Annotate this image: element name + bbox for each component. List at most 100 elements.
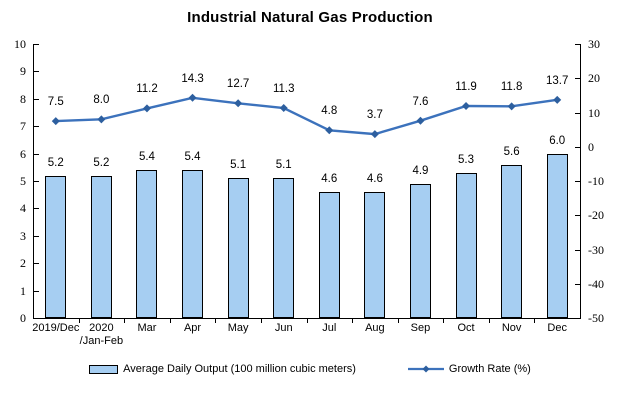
- bar: [136, 170, 158, 318]
- left-axis-tick-label: 7: [20, 119, 26, 134]
- bar-value-label: 4.9: [412, 164, 429, 177]
- x-axis-category-label: 2019/Dec: [24, 322, 88, 335]
- line-value-label: 8.0: [93, 94, 110, 107]
- axis-tick: [488, 319, 490, 323]
- x-axis-category-line: Mar: [137, 322, 157, 334]
- left-axis-tick-label: 1: [20, 283, 26, 298]
- bar: [318, 191, 340, 318]
- x-axis-category-line: Dec: [547, 322, 567, 334]
- bar: [409, 183, 431, 318]
- legend-line-label: Growth Rate (%): [448, 363, 531, 375]
- axis-tick: [575, 44, 580, 45]
- bar: [364, 191, 386, 318]
- left-axis-tick-label: 9: [20, 64, 26, 79]
- bar: [455, 172, 477, 318]
- chart-title: Industrial Natural Gas Production: [187, 9, 433, 26]
- axis-tick: [575, 112, 580, 114]
- axis-tick: [34, 290, 39, 292]
- axis-tick: [34, 318, 39, 319]
- legend-line-glyph: [407, 365, 444, 373]
- right-axis-tick-label: 30: [588, 37, 600, 51]
- left-axis-tick-label: 3: [20, 228, 26, 243]
- x-axis-line: [33, 318, 581, 319]
- x-axis-category-line: May: [227, 322, 249, 334]
- right-axis-tick-label: 10: [588, 105, 600, 120]
- x-axis-category-line: 2020: [89, 322, 114, 334]
- right-axis-tick-label: -30: [588, 242, 604, 257]
- axis-tick: [575, 283, 580, 285]
- x-axis-category-label: Mar: [115, 322, 179, 335]
- axis-tick: [34, 44, 39, 45]
- axis-tick: [397, 319, 399, 323]
- axis-tick: [534, 319, 536, 323]
- bar: [227, 178, 249, 318]
- line-series-swatch-icon: [407, 364, 444, 374]
- bar-value-label: 5.4: [138, 151, 155, 164]
- bar: [546, 153, 568, 318]
- bar: [90, 175, 112, 318]
- left-axis-tick-label: 2: [20, 256, 26, 271]
- left-axis-tick-label: 6: [20, 146, 26, 161]
- right-axis-line: [580, 44, 581, 319]
- axis-tick: [34, 98, 39, 100]
- left-axis-tick-label: 5: [20, 174, 26, 188]
- axis-tick: [575, 215, 580, 217]
- right-axis-tick-label: -50: [588, 311, 604, 325]
- x-axis-category-line: /Jan-Feb: [79, 335, 124, 347]
- bar-series-swatch-icon: [89, 364, 119, 374]
- x-axis-category-label: Nov: [480, 322, 544, 335]
- left-axis-tick-label: 10: [14, 37, 26, 51]
- x-axis-category-label: Jul: [297, 322, 361, 335]
- axis-tick: [34, 208, 39, 210]
- axis-tick: [352, 319, 354, 323]
- bar-value-label: 5.2: [47, 156, 64, 169]
- line-value-label: 14.3: [181, 72, 204, 85]
- right-axis-tick-label: 20: [588, 71, 600, 86]
- line-value-label: 11.9: [455, 80, 477, 93]
- axis-tick: [575, 181, 580, 182]
- bar: [273, 178, 295, 318]
- legend: Average Daily Output (100 million cubic …: [0, 363, 620, 375]
- axis-tick: [215, 319, 217, 323]
- x-axis-category-label: Oct: [434, 322, 498, 335]
- right-axis-tick-label: -20: [588, 208, 604, 223]
- left-axis-tick-label: 8: [20, 91, 26, 106]
- x-axis-category-line: Apr: [183, 322, 202, 334]
- left-axis-tick-label: 4: [20, 201, 26, 216]
- bar-value-label: 5.2: [93, 156, 110, 169]
- line-value-label: 12.7: [226, 78, 250, 91]
- axis-tick: [78, 319, 80, 323]
- axis-tick: [34, 235, 39, 237]
- bar-value-label: 5.1: [275, 159, 292, 172]
- axis-tick: [34, 126, 39, 128]
- line-value-label: 3.7: [366, 109, 383, 122]
- axis-tick: [34, 153, 39, 155]
- axis-tick: [34, 181, 39, 182]
- axis-tick: [124, 319, 126, 323]
- legend-bar-label: Average Daily Output (100 million cubic …: [123, 363, 356, 375]
- right-axis-tick-label: -40: [588, 276, 604, 291]
- x-axis-category-line: Oct: [457, 322, 475, 334]
- x-axis-category-line: Nov: [501, 322, 522, 334]
- line-value-label: 13.7: [546, 74, 569, 87]
- axis-tick: [34, 71, 39, 73]
- x-axis-category-line: Aug: [365, 322, 385, 334]
- axis-tick: [34, 263, 39, 265]
- bar: [182, 170, 204, 318]
- bar-value-label: 5.6: [503, 145, 520, 158]
- line-value-label: 11.2: [136, 83, 158, 96]
- bar: [501, 164, 523, 318]
- axis-tick: [575, 146, 580, 148]
- right-axis-tick-label: 0: [588, 139, 594, 154]
- right-axis-tick-label: -10: [588, 174, 604, 188]
- axis-tick: [169, 319, 171, 323]
- axis-tick: [260, 319, 262, 323]
- legend-item-line: Growth Rate (%): [407, 363, 531, 375]
- x-axis-category-label: Dec: [525, 322, 589, 335]
- axis-tick: [575, 318, 580, 319]
- x-axis-category-label: 2020/Jan-Feb: [69, 322, 133, 348]
- x-axis-category-label: Sep: [388, 322, 452, 335]
- bar-value-label: 5.1: [230, 159, 247, 172]
